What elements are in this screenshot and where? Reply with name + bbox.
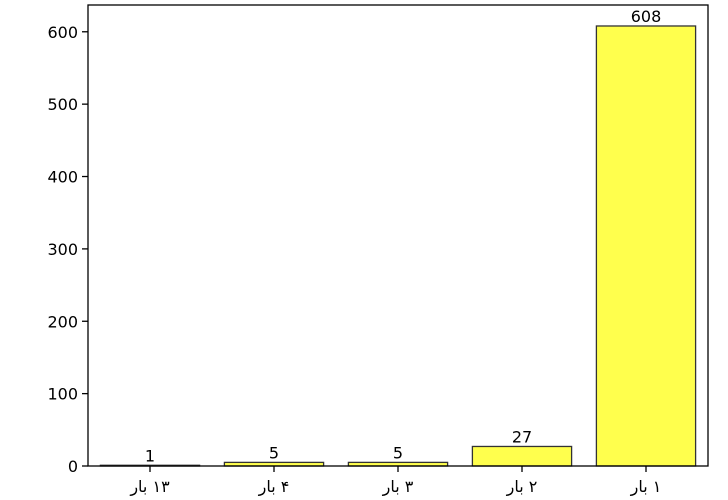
x-tick-label: ۴ بار: [258, 477, 290, 497]
data-label: 608: [631, 7, 662, 26]
data-label: 27: [512, 427, 532, 446]
x-tick-label: ۳ بار: [382, 477, 414, 497]
y-tick-label: 200: [47, 312, 78, 331]
y-tick-label: 300: [47, 240, 78, 259]
data-label: 5: [393, 443, 403, 462]
data-label: 1: [145, 446, 155, 465]
data-label: 5: [269, 443, 279, 462]
plot-frame: [87, 4, 709, 467]
y-tick-label: 100: [47, 385, 78, 404]
bars-group: [99, 25, 697, 467]
y-tick-label: 400: [47, 168, 78, 187]
data-labels-group: 1 5 5 27 608: [145, 7, 661, 465]
y-tick-label: 500: [47, 95, 78, 114]
x-tick-label: ۱ بار: [630, 477, 662, 497]
bar: [471, 445, 573, 467]
bar: [595, 25, 697, 467]
x-tick-label: ۲ بار: [506, 477, 538, 497]
y-tick-label: 0: [68, 457, 78, 476]
x-axis: ۱۳ بار ۴ بار ۳ بار ۲ بار ۱ بار: [129, 466, 661, 497]
y-tick-label: 600: [47, 23, 78, 42]
y-axis: 0 100 200 300 400 500 600: [47, 23, 88, 476]
x-tick-label: ۱۳ بار: [129, 477, 170, 497]
